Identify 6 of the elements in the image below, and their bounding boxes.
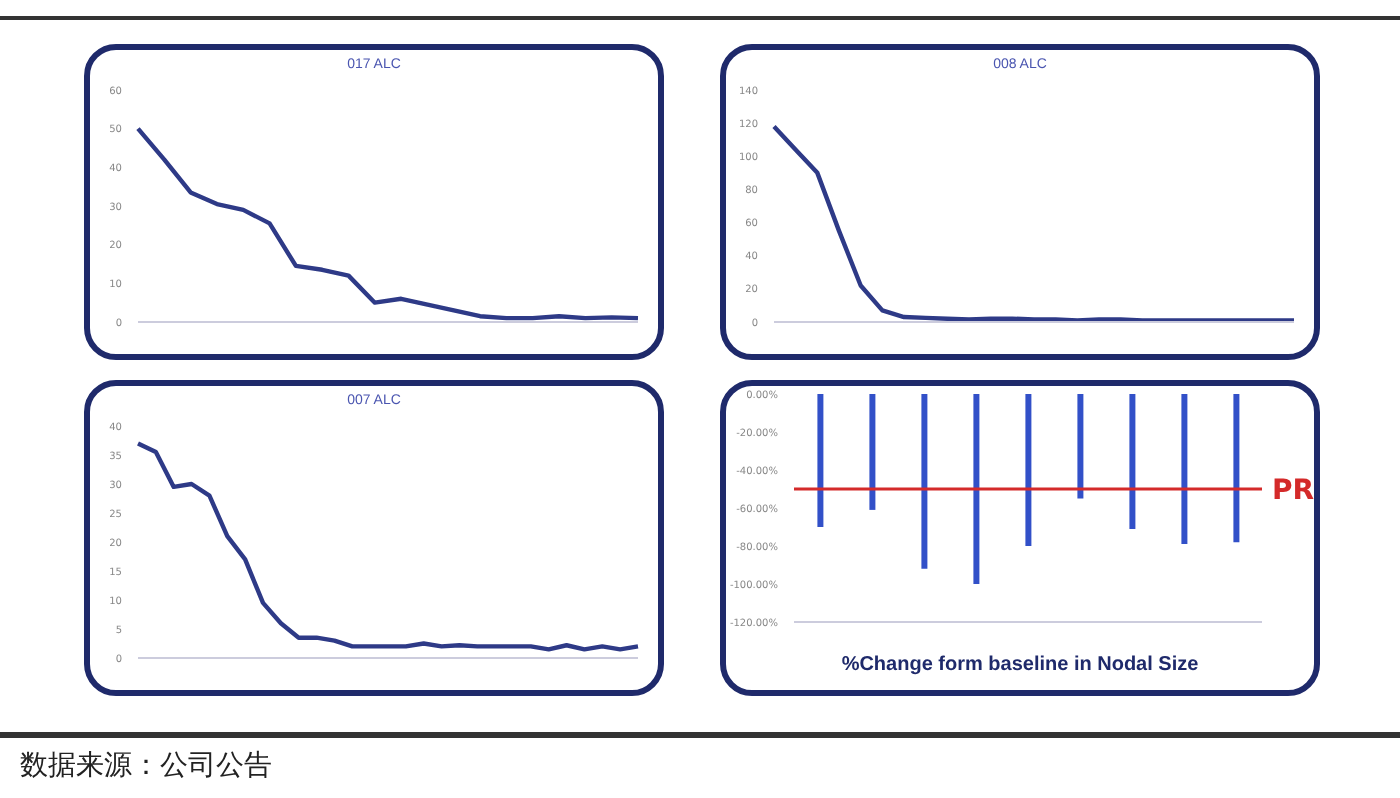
source-note: 数据来源：公司公告 xyxy=(20,748,272,784)
line-series xyxy=(135,441,641,652)
ref-line-label: PR xyxy=(1272,474,1315,507)
line-series xyxy=(135,126,641,321)
x-axis-title: %Change form baseline in Nodal Size xyxy=(839,654,1201,680)
line-series xyxy=(771,124,1297,322)
